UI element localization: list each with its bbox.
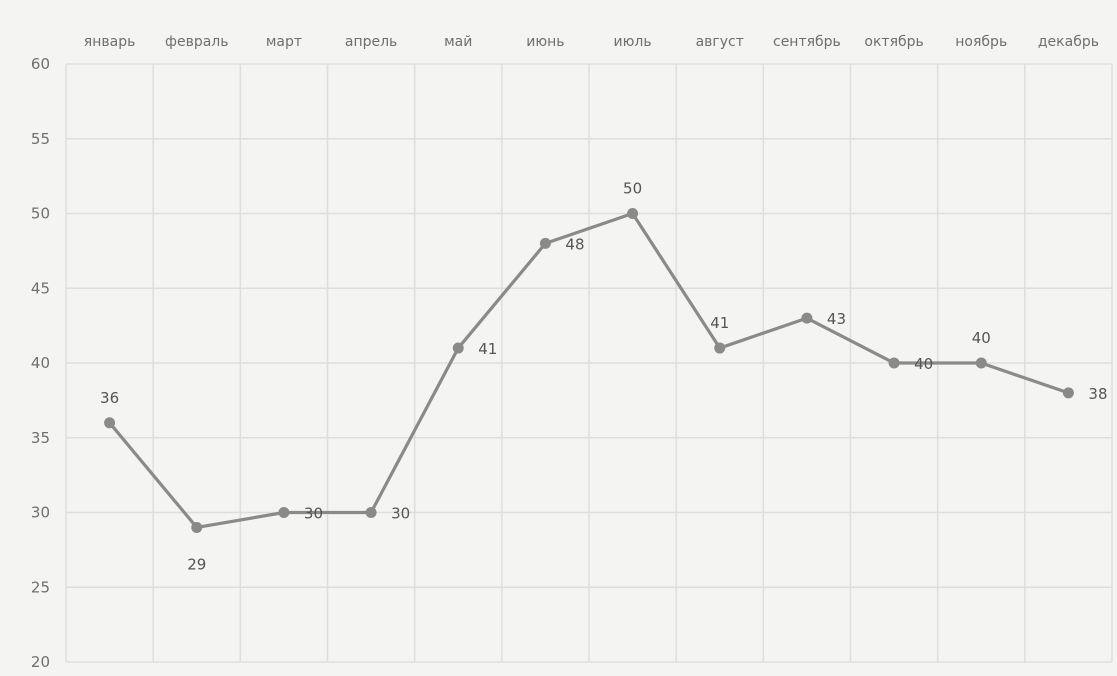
data-point [104, 417, 116, 429]
data-point [452, 342, 464, 354]
y-tick-label: 25 [31, 578, 50, 596]
x-tick-label: февраль [165, 34, 229, 50]
data-label: 30 [304, 505, 323, 523]
x-tick-label: май [444, 34, 472, 50]
data-point [191, 521, 203, 533]
y-axis: 20 25 30 35 40 45 50 55 60 [31, 55, 50, 671]
data-point [801, 312, 813, 324]
data-point [539, 237, 551, 249]
series-line [108, 211, 1069, 530]
x-tick-label: июнь [526, 34, 564, 50]
x-tick-label: август [696, 34, 744, 50]
y-tick-label: 45 [31, 279, 50, 297]
data-label: 29 [187, 555, 206, 573]
data-label: 40 [914, 355, 933, 373]
x-tick-label: сентябрь [773, 34, 841, 50]
chart-grid [65, 63, 1113, 663]
data-labels: 36 29 30 30 41 48 50 41 43 40 40 38 [100, 180, 1107, 574]
x-tick-label: март [266, 34, 302, 50]
data-point [627, 208, 639, 219]
data-label: 41 [478, 340, 497, 358]
y-tick-label: 30 [31, 504, 50, 522]
data-label: 50 [623, 180, 642, 198]
x-tick-label: октябрь [864, 34, 923, 50]
y-tick-label: 55 [31, 130, 50, 148]
x-tick-label: ноябрь [955, 34, 1007, 50]
chart-series [104, 208, 1074, 533]
data-label: 41 [710, 314, 729, 332]
data-label: 40 [972, 329, 991, 347]
data-point [365, 507, 377, 518]
data-point [1062, 387, 1074, 399]
data-point [888, 357, 900, 369]
x-tick-label: июль [614, 34, 652, 50]
y-tick-label: 40 [31, 354, 50, 372]
y-tick-label: 60 [31, 55, 50, 73]
x-tick-label: январь [84, 34, 136, 50]
x-axis: январь февраль март апрель май июнь июль август… [84, 34, 1099, 50]
data-point [278, 507, 290, 518]
x-tick-label: апрель [345, 34, 397, 50]
data-point [714, 342, 726, 354]
data-label: 48 [565, 235, 584, 253]
y-tick-label: 50 [31, 205, 50, 223]
y-tick-label: 20 [31, 653, 50, 671]
data-point [975, 357, 987, 369]
y-tick-label: 35 [31, 429, 50, 447]
data-label: 38 [1088, 385, 1107, 403]
data-label: 43 [827, 310, 846, 328]
data-label: 36 [100, 389, 119, 407]
data-label: 30 [391, 505, 410, 523]
x-tick-label: декабрь [1038, 34, 1099, 50]
